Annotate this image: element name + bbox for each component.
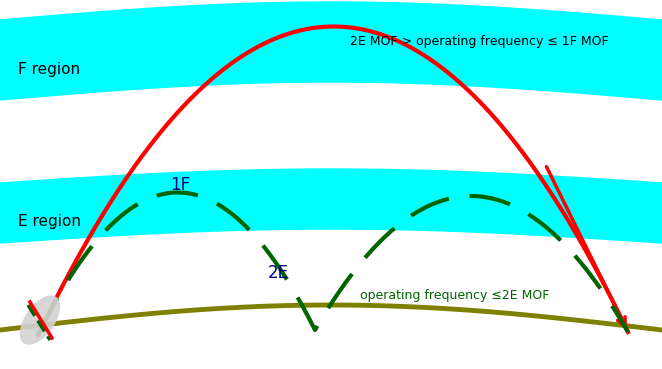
Text: operating frequency ≤2E MOF: operating frequency ≤2E MOF — [360, 289, 549, 301]
Text: E region: E region — [18, 214, 81, 228]
Text: 2E MOF > operating frequency ≤ 1F MOF: 2E MOF > operating frequency ≤ 1F MOF — [350, 35, 608, 48]
Text: 2E: 2E — [268, 264, 289, 282]
Text: 1F: 1F — [170, 176, 190, 194]
Ellipse shape — [21, 296, 60, 344]
Text: F region: F region — [18, 62, 80, 77]
